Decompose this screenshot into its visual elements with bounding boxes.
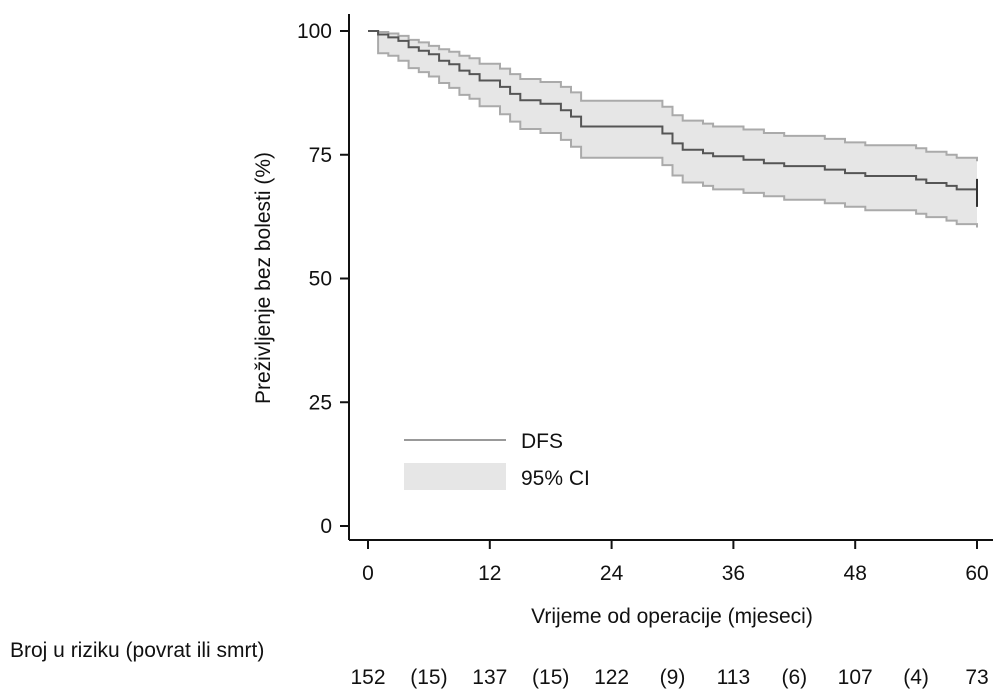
risk-count: 137 bbox=[472, 666, 507, 689]
x-tick-label: 0 bbox=[362, 562, 374, 585]
risk-count: 152 bbox=[350, 666, 385, 689]
legend: DFS 95% CI bbox=[404, 430, 590, 490]
y-tick-label: 25 bbox=[309, 391, 332, 414]
ci-upper-line bbox=[368, 30, 978, 162]
x-tick-label: 36 bbox=[722, 562, 745, 585]
x-tick-label: 12 bbox=[478, 562, 501, 585]
legend-dfs-label: DFS bbox=[521, 430, 563, 453]
risk-table-row: 152 (15) 137 (15) 122 (9) 113 (6) 107 (4) 73 bbox=[350, 666, 988, 689]
risk-events: (6) bbox=[781, 666, 807, 689]
risk-events: (9) bbox=[660, 666, 686, 689]
y-tick-label: 75 bbox=[309, 144, 332, 167]
x-tick-label: 24 bbox=[600, 562, 624, 585]
risk-table-label: Broj u riziku (povrat ili smrt) bbox=[10, 639, 264, 662]
risk-events: (15) bbox=[410, 666, 447, 689]
ci-lower-line bbox=[368, 30, 978, 228]
x-axis-title: Vrijeme od operacije (mjeseci) bbox=[531, 605, 813, 628]
risk-events: (15) bbox=[532, 666, 569, 689]
x-tick-label: 48 bbox=[844, 562, 867, 585]
x-tick-label: 60 bbox=[965, 562, 988, 585]
legend-ci-label: 95% CI bbox=[521, 467, 590, 490]
risk-count: 73 bbox=[965, 666, 988, 689]
risk-count: 113 bbox=[717, 666, 750, 689]
y-axis-title: Preživljenje bez bolesti (%) bbox=[252, 152, 275, 404]
risk-count: 107 bbox=[838, 666, 873, 689]
y-tick-label: 50 bbox=[309, 268, 332, 291]
y-tick-label: 100 bbox=[297, 20, 332, 43]
legend-ci-swatch bbox=[404, 463, 506, 490]
risk-events: (4) bbox=[903, 666, 929, 689]
x-ticks: 0 12 24 36 48 60 bbox=[362, 540, 989, 585]
y-tick-label: 0 bbox=[320, 515, 332, 538]
y-ticks: 0 25 50 75 100 bbox=[297, 20, 349, 538]
dfs-line bbox=[368, 30, 978, 193]
risk-count: 122 bbox=[594, 666, 629, 689]
ci-band bbox=[368, 31, 977, 228]
